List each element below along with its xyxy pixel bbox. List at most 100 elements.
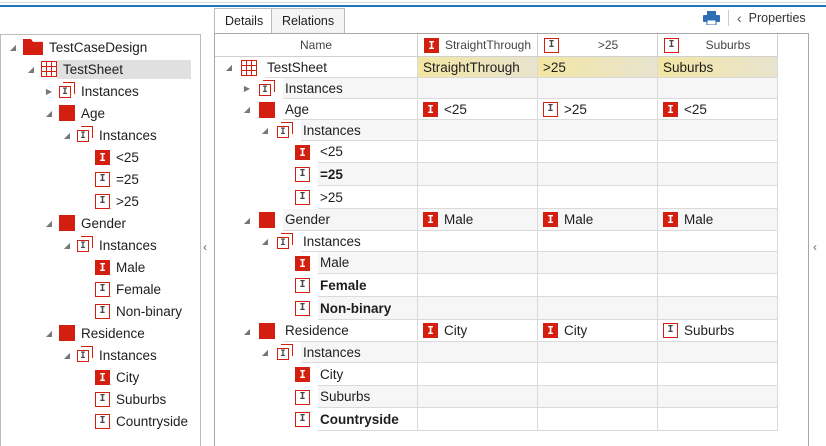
grid-cell[interactable]: I Male bbox=[658, 209, 778, 231]
grid-cell[interactable]: >25 bbox=[538, 57, 658, 78]
grid-cell[interactable] bbox=[658, 408, 778, 431]
collapse-arrow-icon[interactable]: ◢ bbox=[63, 240, 71, 250]
grid-cell[interactable] bbox=[538, 231, 658, 252]
tree-item[interactable]: ◢ I Instances bbox=[61, 344, 163, 366]
grid-row-name[interactable]: I <25 bbox=[215, 141, 418, 163]
expand-right-icon[interactable]: ‹ bbox=[813, 240, 817, 254]
grid-cell[interactable] bbox=[418, 141, 538, 163]
grid-cell[interactable] bbox=[418, 297, 538, 320]
grid-cell[interactable]: I Male bbox=[538, 209, 658, 231]
grid-cell[interactable] bbox=[658, 141, 778, 163]
grid-cell[interactable] bbox=[418, 78, 538, 99]
grid-row-name[interactable]: ◢ Age bbox=[215, 99, 418, 120]
grid-cell[interactable] bbox=[658, 163, 778, 186]
grid-cell[interactable] bbox=[538, 386, 658, 408]
grid-cell[interactable] bbox=[418, 120, 538, 141]
collapse-arrow-icon[interactable]: ◢ bbox=[243, 105, 251, 114]
collapse-arrow-icon[interactable]: ◢ bbox=[45, 108, 53, 118]
tree-item[interactable]: ◢ TestCaseDesign bbox=[7, 36, 153, 58]
grid-cell[interactable] bbox=[418, 342, 538, 363]
grid-cell[interactable]: I Suburbs bbox=[658, 320, 778, 342]
collapse-left-icon[interactable]: ‹ bbox=[203, 240, 207, 254]
grid-row-name[interactable]: ◢ I Instances bbox=[215, 231, 418, 252]
grid-cell[interactable]: I City bbox=[538, 320, 658, 342]
grid-cell[interactable] bbox=[538, 141, 658, 163]
tree-item[interactable]: I Male bbox=[79, 256, 151, 278]
grid-cell[interactable]: I <25 bbox=[418, 99, 538, 120]
tree-item[interactable]: ◢ TestSheet bbox=[25, 58, 191, 80]
grid-row-name[interactable]: I City bbox=[215, 363, 418, 386]
grid-cell[interactable] bbox=[658, 186, 778, 209]
grid-row-name[interactable]: ◢ Residence bbox=[215, 320, 418, 342]
tab-relations[interactable]: Relations bbox=[271, 8, 346, 34]
tree-item[interactable]: I Non-binary bbox=[79, 300, 188, 322]
grid-cell[interactable] bbox=[658, 120, 778, 141]
grid-row-name[interactable]: ◢ Gender bbox=[215, 209, 418, 231]
collapse-arrow-icon[interactable]: ◢ bbox=[243, 215, 251, 225]
collapse-arrow-icon[interactable]: ◢ bbox=[243, 326, 251, 336]
grid-cell[interactable]: I <25 bbox=[658, 99, 778, 120]
tree-item[interactable]: I <25 bbox=[79, 146, 145, 168]
grid-row-name[interactable]: I Countryside bbox=[215, 408, 418, 431]
grid-cell[interactable] bbox=[658, 78, 778, 99]
tree-item[interactable]: ◢ Gender bbox=[43, 212, 132, 234]
grid-row-name[interactable]: I =25 bbox=[215, 163, 418, 186]
chevron-left-icon[interactable]: ‹ bbox=[737, 10, 742, 26]
collapse-arrow-icon[interactable]: ◢ bbox=[9, 42, 17, 52]
grid-cell[interactable] bbox=[538, 363, 658, 386]
collapse-arrow-icon[interactable]: ◢ bbox=[45, 218, 53, 228]
tree-item[interactable]: I City bbox=[79, 366, 145, 388]
grid-row-name[interactable]: I Female bbox=[215, 274, 418, 297]
tree-item[interactable]: ◢ Residence bbox=[43, 322, 151, 344]
grid-cell[interactable] bbox=[658, 231, 778, 252]
collapse-arrow-icon[interactable]: ◢ bbox=[261, 237, 269, 246]
tree-item[interactable]: I >25 bbox=[79, 190, 145, 212]
grid-cell[interactable] bbox=[418, 363, 538, 386]
grid-row-name[interactable]: ◢ I Instances bbox=[215, 120, 418, 141]
grid-row-name[interactable]: ▶ I Instances bbox=[215, 78, 418, 99]
grid-cell[interactable] bbox=[658, 386, 778, 408]
grid-cell[interactable] bbox=[538, 252, 658, 274]
column-header[interactable]: I StraightThrough bbox=[418, 34, 538, 57]
grid-cell[interactable] bbox=[418, 408, 538, 431]
collapse-arrow-icon[interactable]: ◢ bbox=[27, 64, 35, 74]
grid-cell[interactable] bbox=[538, 297, 658, 320]
tree-item[interactable]: I =25 bbox=[79, 168, 145, 190]
grid-cell[interactable] bbox=[538, 120, 658, 141]
grid-cell[interactable] bbox=[658, 342, 778, 363]
grid-cell[interactable]: I >25 bbox=[538, 99, 658, 120]
column-header[interactable]: I Suburbs bbox=[658, 34, 778, 57]
grid-cell[interactable] bbox=[658, 274, 778, 297]
grid-cell[interactable] bbox=[658, 297, 778, 320]
tree-item[interactable]: I Countryside bbox=[79, 410, 194, 432]
grid-cell[interactable] bbox=[418, 386, 538, 408]
grid-cell[interactable] bbox=[418, 274, 538, 297]
tree-item[interactable]: I Suburbs bbox=[79, 388, 172, 410]
grid-cell[interactable]: I Male bbox=[418, 209, 538, 231]
tree-item[interactable]: ◢ I Instances bbox=[61, 234, 163, 256]
grid-cell[interactable]: StraightThrough bbox=[418, 57, 538, 78]
grid-cell[interactable] bbox=[418, 252, 538, 274]
grid-row-name[interactable]: ◢ I Instances bbox=[215, 342, 418, 363]
grid-cell[interactable] bbox=[538, 78, 658, 99]
grid-row-name[interactable]: I Non-binary bbox=[215, 297, 418, 320]
grid-cell[interactable]: I City bbox=[418, 320, 538, 342]
column-header-name[interactable]: Name bbox=[215, 34, 418, 57]
grid-row-name[interactable]: I Suburbs bbox=[215, 386, 418, 408]
collapse-arrow-icon[interactable]: ◢ bbox=[63, 350, 71, 360]
collapse-arrow-icon[interactable]: ◢ bbox=[63, 130, 71, 140]
grid-cell[interactable] bbox=[418, 163, 538, 186]
grid-cell[interactable] bbox=[538, 274, 658, 297]
properties-button[interactable]: Properties bbox=[748, 11, 806, 25]
grid-cell[interactable] bbox=[538, 342, 658, 363]
grid-row-name[interactable]: ◢ TestSheet bbox=[215, 57, 418, 78]
column-header[interactable]: I >25 bbox=[538, 34, 658, 57]
tree-item[interactable]: I Female bbox=[79, 278, 167, 300]
expand-arrow-icon[interactable]: ▶ bbox=[243, 84, 251, 93]
grid-cell[interactable]: Suburbs bbox=[658, 57, 778, 78]
tree-item[interactable]: ◢ Age bbox=[43, 102, 111, 124]
grid-cell[interactable] bbox=[538, 408, 658, 431]
grid-row-name[interactable]: I Male bbox=[215, 252, 418, 274]
grid-cell[interactable] bbox=[538, 163, 658, 186]
grid-row-name[interactable]: I >25 bbox=[215, 186, 418, 209]
